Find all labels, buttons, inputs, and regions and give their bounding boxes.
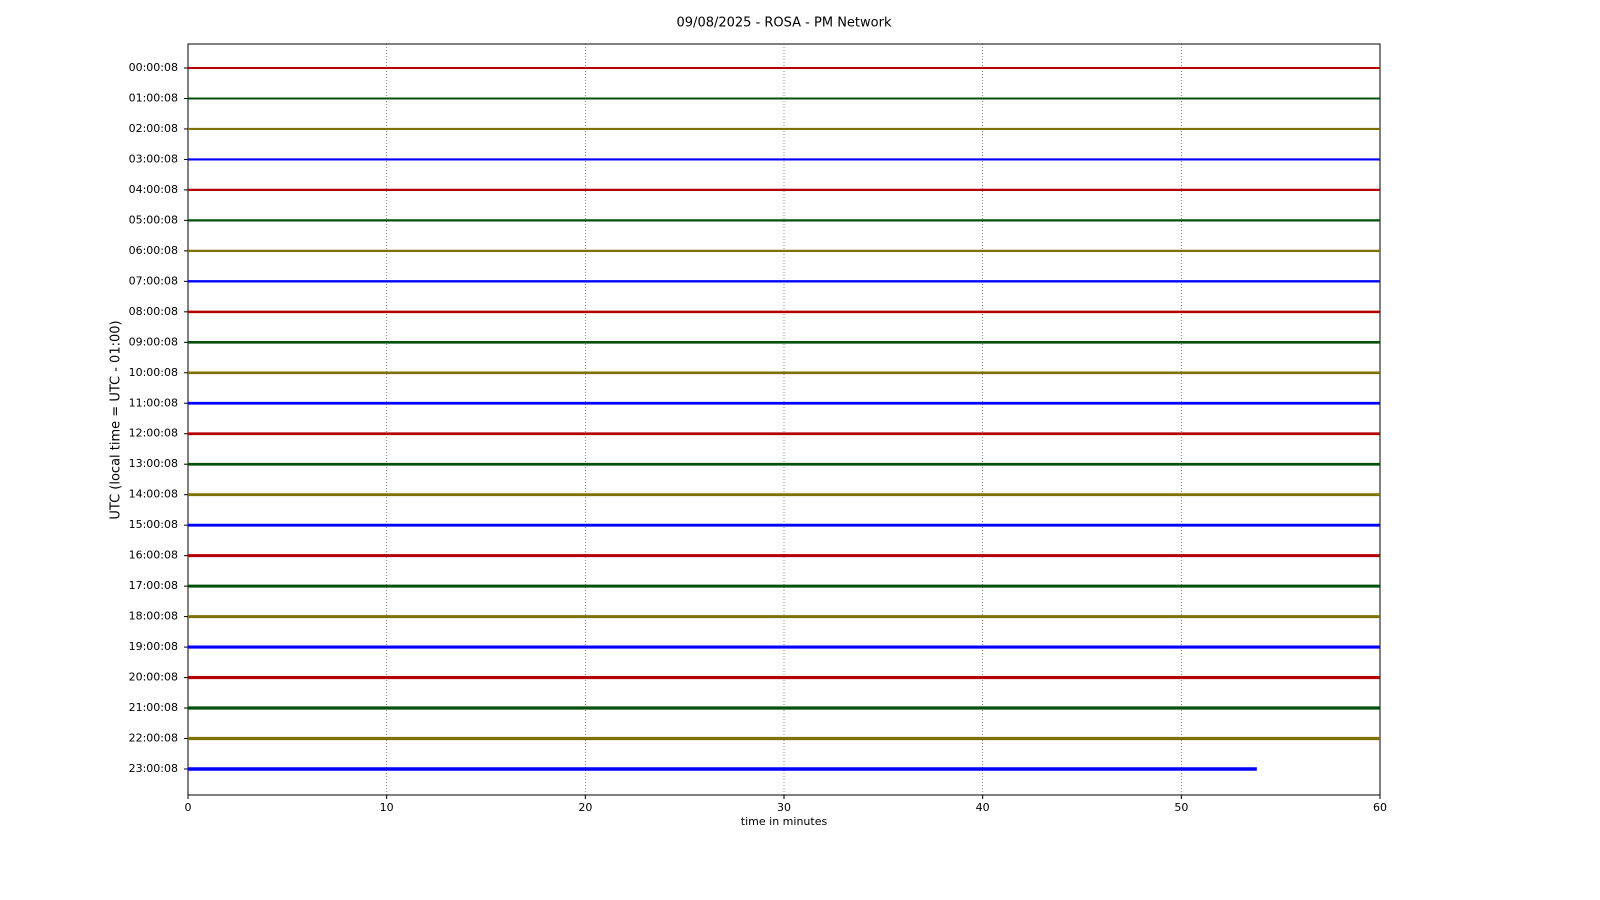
y-tick-label: 17:00:08	[129, 579, 178, 592]
y-tick-label: 14:00:08	[129, 488, 178, 501]
y-tick-label: 19:00:08	[129, 640, 178, 653]
chart-title: 09/08/2025 - ROSA - PM Network	[677, 16, 892, 31]
x-tick-label: 10	[380, 801, 394, 814]
y-tick-label: 01:00:08	[129, 91, 178, 104]
x-axis-label: time in minutes	[741, 815, 828, 828]
y-tick-label: 00:00:08	[129, 61, 178, 74]
y-tick-label: 15:00:08	[129, 518, 178, 531]
y-tick-label: 07:00:08	[129, 274, 178, 287]
y-tick-label: 10:00:08	[129, 366, 178, 379]
y-tick-label: 20:00:08	[129, 671, 178, 684]
y-tick-label: 04:00:08	[129, 183, 178, 196]
y-tick-label: 02:00:08	[129, 122, 178, 135]
y-tick-label: 06:00:08	[129, 244, 178, 257]
x-tick-label: 20	[578, 801, 592, 814]
y-tick-label: 21:00:08	[129, 701, 178, 714]
y-tick-label: 09:00:08	[129, 335, 178, 348]
x-tick-label: 40	[976, 801, 990, 814]
y-axis-label: UTC (local time = UTC - 01:00)	[109, 320, 124, 519]
y-tick-label: 13:00:08	[129, 457, 178, 470]
x-tick-label: 60	[1373, 801, 1387, 814]
y-tick-label: 12:00:08	[129, 427, 178, 440]
y-tick-label: 11:00:08	[129, 396, 178, 409]
y-tick-label: 23:00:08	[129, 762, 178, 775]
x-tick-label: 50	[1174, 801, 1188, 814]
y-tick-label: 08:00:08	[129, 305, 178, 318]
x-tick-label: 30	[777, 801, 791, 814]
y-tick-label: 05:00:08	[129, 213, 178, 226]
y-tick-label: 18:00:08	[129, 610, 178, 623]
y-tick-label: 03:00:08	[129, 152, 178, 165]
x-tick-label: 0	[185, 801, 192, 814]
y-tick-label: 16:00:08	[129, 549, 178, 562]
y-tick-label: 22:00:08	[129, 732, 178, 745]
